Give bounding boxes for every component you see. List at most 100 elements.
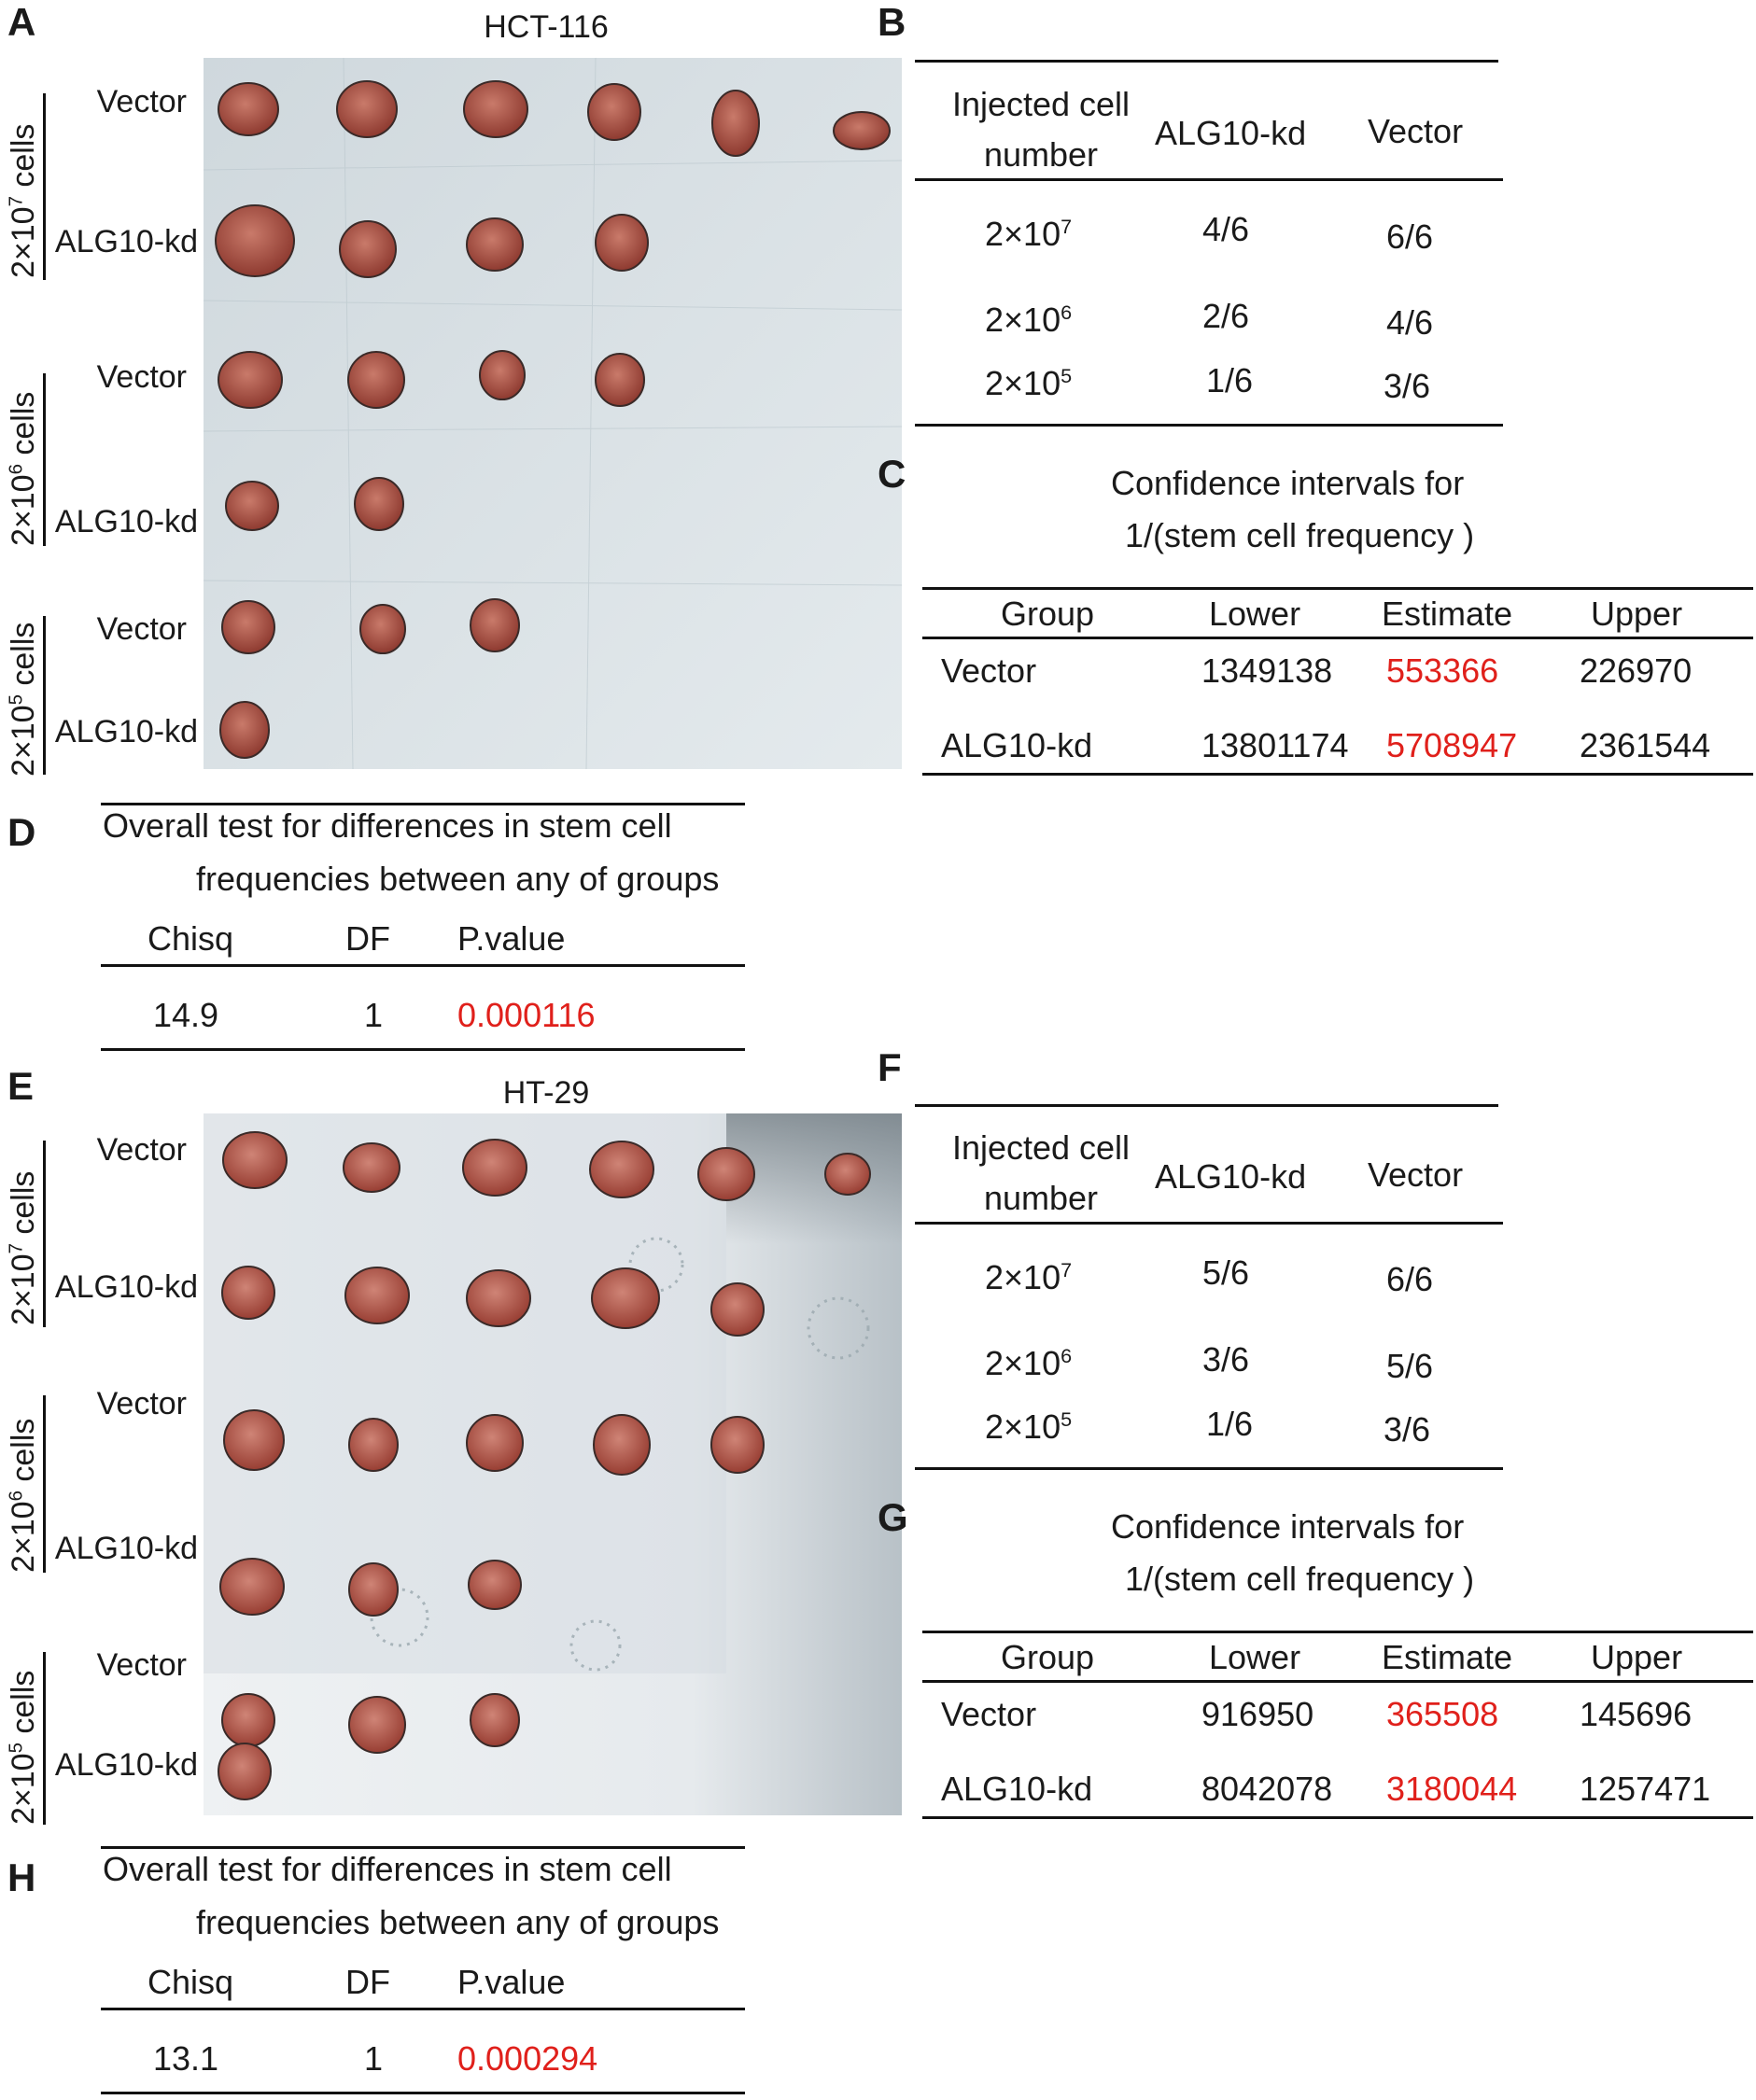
estimate-value: 3180044 <box>1386 1770 1518 1808</box>
col-header-chisq: Chisq <box>148 1963 234 2001</box>
col-header-vector: Vector <box>1368 112 1464 150</box>
group-name: Vector <box>941 651 1037 690</box>
col-header-pvalue: P.value <box>457 919 566 958</box>
group-label-2e5: 2×105 cells <box>6 1670 41 1825</box>
row-label-alg10kd: ALG10-kd <box>54 714 198 749</box>
col-header-kd: ALG10-kd <box>1155 1157 1307 1196</box>
table-rule <box>922 1680 1753 1683</box>
group-bracket <box>43 93 46 280</box>
kd-ratio: 1/6 <box>1206 1405 1254 1443</box>
row-label-vector: Vector <box>96 1132 187 1168</box>
col-header-injected: Injected cell number <box>951 85 1131 174</box>
row-label-alg10kd: ALG10-kd <box>54 504 198 539</box>
pvalue-value: 0.000294 <box>457 2039 598 2078</box>
col-header-df: DF <box>345 919 390 958</box>
table-rule <box>915 178 1503 181</box>
col-header-pvalue: P.value <box>457 1963 566 2001</box>
col-header-vector: Vector <box>1368 1155 1464 1194</box>
df-value: 1 <box>364 996 384 1034</box>
table-rule <box>922 587 1753 590</box>
df-value: 1 <box>364 2039 384 2078</box>
row-label-alg10kd: ALG10-kd <box>54 1747 198 1783</box>
group-label-2e6: 2×106 cells <box>6 391 41 546</box>
panel-label-f: F <box>878 1045 902 1089</box>
panel-h-title-line1: Overall test for differences in stem cel… <box>103 1850 672 1888</box>
vector-ratio: 6/6 <box>1386 217 1434 256</box>
estimate-value: 5708947 <box>1386 726 1518 764</box>
col-header-kd: ALG10-kd <box>1155 114 1307 152</box>
table-rule <box>101 2008 745 2010</box>
panel-label-d: D <box>7 810 36 854</box>
cell-count: 2×107 <box>985 1258 1073 1296</box>
kd-ratio: 5/6 <box>1202 1253 1250 1292</box>
col-header-estimate: Estimate <box>1382 1638 1513 1676</box>
panel-label-e: E <box>7 1064 35 1108</box>
group-label-2e6: 2×106 cells <box>6 1418 41 1573</box>
kd-ratio: 1/6 <box>1206 361 1254 399</box>
lower-value: 916950 <box>1201 1695 1314 1733</box>
col-header-group: Group <box>1001 595 1095 633</box>
vector-ratio: 5/6 <box>1386 1347 1434 1385</box>
row-label-alg10kd: ALG10-kd <box>54 1269 198 1305</box>
group-name: ALG10-kd <box>941 1770 1093 1808</box>
tumors-hct116 <box>215 80 891 759</box>
panel-c-title-line2: 1/(stem cell frequency ) <box>1125 516 1475 554</box>
col-header-upper: Upper <box>1591 595 1683 633</box>
kd-ratio: 3/6 <box>1202 1340 1250 1379</box>
group-label-2e7: 2×107 cells <box>6 1170 41 1325</box>
cell-count: 2×105 <box>985 364 1073 402</box>
estimate-value: 553366 <box>1386 651 1499 690</box>
col-header-injected: Injected cell number <box>951 1128 1131 1217</box>
group-name: Vector <box>941 1695 1037 1733</box>
cell-count: 2×105 <box>985 1407 1073 1446</box>
vector-ratio: 3/6 <box>1384 1410 1431 1449</box>
panel-label-b: B <box>878 0 906 44</box>
col-header-lower: Lower <box>1209 1638 1301 1676</box>
panel-label-a: A <box>7 0 36 44</box>
group-label-2e7: 2×107 cells <box>6 123 41 278</box>
col-header-df: DF <box>345 1963 390 2001</box>
row-label-vector: Vector <box>96 84 187 119</box>
group-bracket <box>43 373 46 546</box>
table-rule <box>922 637 1753 639</box>
pvalue-value: 0.000116 <box>457 996 596 1034</box>
panel-g-title-line2: 1/(stem cell frequency ) <box>1125 1560 1475 1598</box>
group-name: ALG10-kd <box>941 726 1093 764</box>
table-rule <box>101 1846 745 1849</box>
table-rule <box>922 773 1753 776</box>
panel-label-g: G <box>878 1495 908 1539</box>
upper-value: 1257471 <box>1580 1770 1711 1808</box>
row-label-vector: Vector <box>96 1386 187 1421</box>
tumors-ht29 <box>218 1131 871 1800</box>
col-header-group: Group <box>1001 1638 1095 1676</box>
panel-e-title: HT-29 <box>502 1075 590 1111</box>
vector-ratio: 3/6 <box>1384 367 1431 405</box>
table-rule <box>915 1222 1503 1225</box>
group-bracket <box>43 1652 46 1825</box>
panel-a-title: HCT-116 <box>484 9 609 45</box>
group-bracket <box>43 1395 46 1573</box>
ht29-tumor-photo <box>204 1113 902 1815</box>
table-rule <box>922 1631 1753 1633</box>
col-header-chisq: Chisq <box>148 919 234 958</box>
row-label-alg10kd: ALG10-kd <box>54 1531 198 1566</box>
col-header-upper: Upper <box>1591 1638 1683 1676</box>
estimate-value: 365508 <box>1386 1695 1499 1733</box>
group-bracket <box>43 1141 46 1327</box>
chisq-value: 13.1 <box>153 2039 219 2078</box>
panel-label-c: C <box>878 452 906 496</box>
row-label-vector: Vector <box>96 611 187 647</box>
vector-ratio: 4/6 <box>1386 303 1434 342</box>
hct116-tumor-photo <box>204 58 902 769</box>
table-rule <box>101 964 745 967</box>
row-label-vector: Vector <box>96 359 187 395</box>
panel-c-title-line1: Confidence intervals for <box>1111 464 1465 502</box>
panel-d-title-line2: frequencies between any of groups <box>196 860 720 898</box>
table-rule <box>101 803 745 805</box>
group-bracket <box>43 616 46 775</box>
upper-value: 226970 <box>1580 651 1693 690</box>
cell-count: 2×106 <box>985 301 1073 339</box>
vector-ratio: 6/6 <box>1386 1260 1434 1298</box>
kd-ratio: 2/6 <box>1202 297 1250 335</box>
lower-value: 1349138 <box>1201 651 1333 690</box>
